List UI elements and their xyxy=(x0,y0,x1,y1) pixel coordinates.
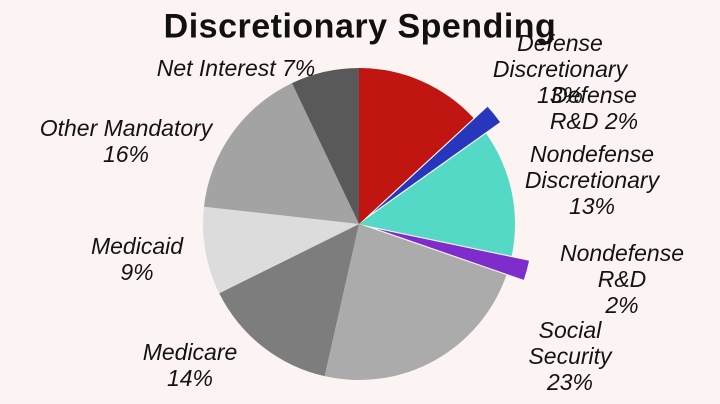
pie-slice-medicaid xyxy=(203,206,359,294)
pie-slice-defense-rd xyxy=(372,106,501,213)
pie-slice-social-security xyxy=(324,224,507,381)
pie-slice-medicare xyxy=(219,224,359,377)
label-nondefense-discretionary: Nondefense Discretionary 13% xyxy=(524,141,660,219)
chart-title: Discretionary Spending xyxy=(163,7,557,46)
label-social-security: Social Security 23% xyxy=(528,317,612,395)
label-net-interest: Net Interest 7% xyxy=(156,55,316,81)
pie-slice-defense-discretionary xyxy=(359,68,474,224)
label-other-mandatory: Other Mandatory 16% xyxy=(39,115,213,167)
label-nondefense-rd: Nondefense R&D 2% xyxy=(559,240,685,318)
label-defense-discretionary: Defense Discretionary 13% xyxy=(492,30,628,108)
pie-slices xyxy=(203,68,530,381)
label-medicare: Medicare 14% xyxy=(142,339,238,391)
pie-slice-net-interest xyxy=(291,68,359,224)
pie-slice-other-mandatory xyxy=(203,83,359,224)
pie-slice-nondefense-discretionary xyxy=(359,133,515,256)
label-medicaid: Medicaid 9% xyxy=(90,233,184,285)
label-defense-rd: Defense R&D 2% xyxy=(549,82,639,134)
pie-slice-nondefense-rd xyxy=(376,228,530,280)
